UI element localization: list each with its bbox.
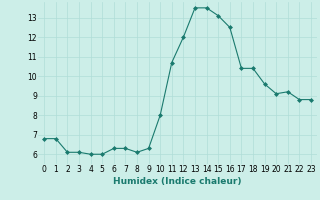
- X-axis label: Humidex (Indice chaleur): Humidex (Indice chaleur): [113, 177, 242, 186]
